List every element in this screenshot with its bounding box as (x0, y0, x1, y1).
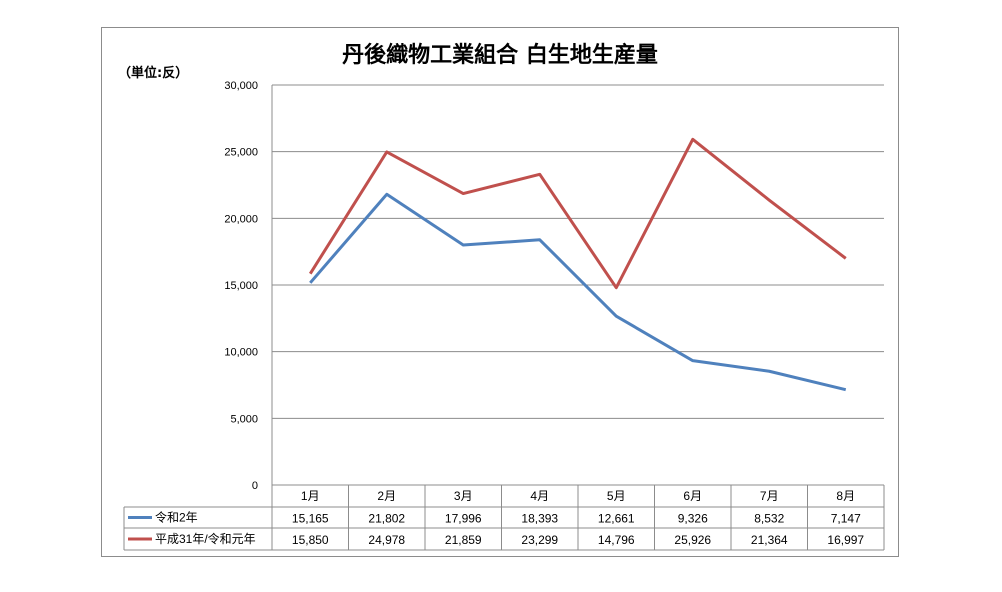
x-tick-label: 6月 (683, 489, 702, 503)
data-label: 17,996 (445, 512, 482, 526)
x-tick-label: 2月 (377, 489, 396, 503)
x-tick-label: 7月 (760, 489, 779, 503)
legend-label: 平成31年/令和元年 (155, 531, 256, 546)
data-label: 9,326 (678, 512, 708, 526)
data-label: 24,978 (368, 533, 405, 547)
data-label: 14,796 (598, 533, 635, 547)
y-tick-label: 0 (252, 480, 258, 492)
y-tick-label: 30,000 (224, 80, 258, 92)
y-tick-label: 20,000 (224, 213, 258, 225)
y-tick-label: 25,000 (224, 147, 258, 159)
data-label: 8,532 (754, 512, 784, 526)
x-tick-label: 5月 (607, 489, 626, 503)
chart-frame (101, 27, 899, 557)
data-label: 21,802 (368, 512, 405, 526)
y-tick-label: 5,000 (230, 413, 258, 425)
data-label: 15,850 (292, 533, 329, 547)
data-label: 16,997 (827, 533, 864, 547)
unit-label: （単位:反） (118, 65, 188, 81)
data-label: 21,364 (751, 533, 788, 547)
data-label: 15,165 (292, 512, 329, 526)
chart-title: 丹後織物工業組合 白生地生産量 (342, 42, 658, 68)
y-tick-label: 10,000 (224, 347, 258, 359)
x-tick-label: 4月 (530, 489, 549, 503)
data-label: 7,147 (831, 512, 861, 526)
x-tick-label: 8月 (836, 489, 855, 503)
x-tick-label: 3月 (454, 489, 473, 503)
x-tick-label: 1月 (301, 489, 320, 503)
series-line-1 (308, 137, 847, 290)
data-label: 18,393 (521, 512, 558, 526)
data-label: 25,926 (674, 533, 711, 547)
data-label: 12,661 (598, 512, 635, 526)
data-label: 23,299 (521, 533, 558, 547)
series-line-0 (309, 192, 847, 392)
y-tick-label: 15,000 (224, 280, 258, 292)
legend-label: 令和2年 (155, 510, 198, 525)
data-label: 21,859 (445, 533, 482, 547)
